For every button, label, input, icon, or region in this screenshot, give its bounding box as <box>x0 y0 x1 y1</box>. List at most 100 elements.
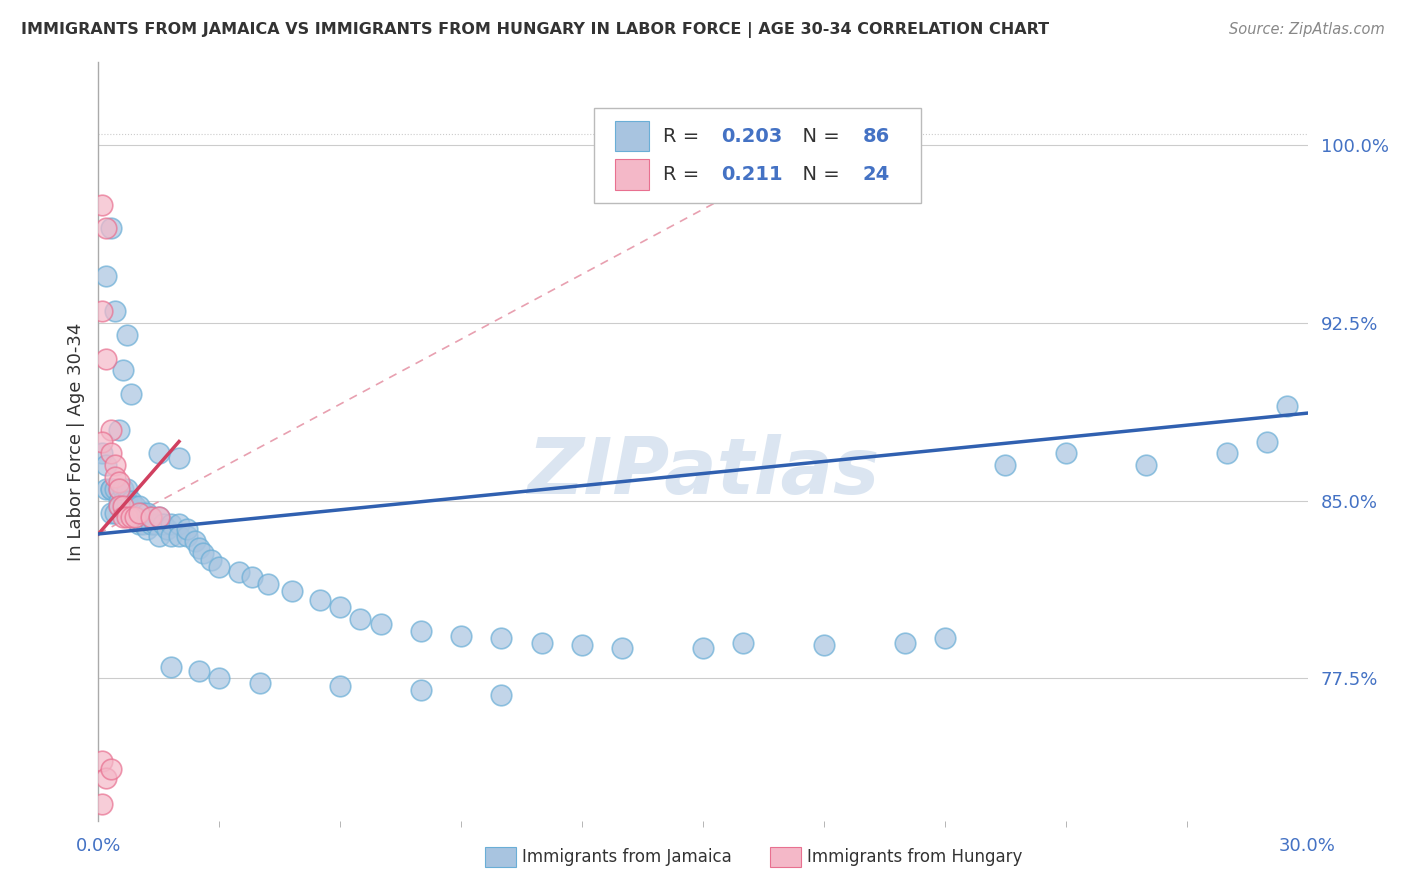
Point <box>491 631 513 645</box>
Point <box>100 762 122 776</box>
Point <box>188 665 211 679</box>
Point <box>100 221 122 235</box>
Point <box>135 522 157 536</box>
Point <box>160 517 183 532</box>
Text: N =: N = <box>790 165 846 184</box>
Point <box>349 612 371 626</box>
Y-axis label: In Labor Force | Age 30-34: In Labor Force | Age 30-34 <box>66 322 84 561</box>
Point <box>91 755 114 769</box>
Point <box>128 517 150 532</box>
Point <box>491 688 513 702</box>
Point <box>96 351 118 366</box>
Text: Immigrants from Jamaica: Immigrants from Jamaica <box>522 848 731 866</box>
Point <box>103 506 125 520</box>
Point <box>107 493 129 508</box>
Point <box>96 771 118 785</box>
Point <box>124 499 146 513</box>
Point <box>91 197 114 211</box>
Point <box>135 506 157 520</box>
Point <box>143 517 166 532</box>
Point <box>111 493 134 508</box>
Point <box>96 221 118 235</box>
Point <box>994 458 1017 473</box>
Point <box>107 482 129 496</box>
Text: R =: R = <box>664 127 706 145</box>
Point <box>208 672 231 686</box>
Point <box>160 529 183 543</box>
Point <box>120 387 142 401</box>
Point <box>148 510 170 524</box>
Point <box>249 676 271 690</box>
Point <box>100 446 122 460</box>
Text: 0.203: 0.203 <box>721 127 782 145</box>
Text: R =: R = <box>664 165 706 184</box>
Point <box>1054 446 1077 460</box>
Text: Source: ZipAtlas.com: Source: ZipAtlas.com <box>1229 22 1385 37</box>
Point <box>148 529 170 543</box>
Point <box>329 600 352 615</box>
Text: 86: 86 <box>863 127 890 145</box>
Point <box>1256 434 1278 449</box>
Point <box>91 304 114 318</box>
Point <box>91 434 114 449</box>
Point <box>184 534 207 549</box>
Point <box>91 797 114 811</box>
Point <box>329 679 352 693</box>
Point <box>893 636 915 650</box>
Point <box>96 268 118 283</box>
Point <box>96 482 118 496</box>
Point <box>176 522 198 536</box>
FancyBboxPatch shape <box>595 108 921 202</box>
Point <box>111 482 134 496</box>
Point <box>571 638 593 652</box>
Point <box>160 659 183 673</box>
Point <box>193 546 215 560</box>
Point <box>107 499 129 513</box>
Point <box>530 636 553 650</box>
Point <box>124 510 146 524</box>
Point <box>240 569 263 583</box>
Point <box>115 482 138 496</box>
FancyBboxPatch shape <box>614 121 648 152</box>
Point <box>107 423 129 437</box>
Point <box>128 499 150 513</box>
Point <box>124 510 146 524</box>
Point <box>111 510 134 524</box>
Point <box>1277 399 1299 413</box>
Text: N =: N = <box>790 127 846 145</box>
Point <box>139 517 162 532</box>
Point <box>128 506 150 520</box>
Text: IMMIGRANTS FROM JAMAICA VS IMMIGRANTS FROM HUNGARY IN LABOR FORCE | AGE 30-34 CO: IMMIGRANTS FROM JAMAICA VS IMMIGRANTS FR… <box>21 22 1049 38</box>
Point <box>103 458 125 473</box>
Point <box>309 593 332 607</box>
Text: ZIPatlas: ZIPatlas <box>527 434 879 510</box>
Point <box>103 470 125 484</box>
Point <box>813 638 835 652</box>
Point <box>1135 458 1157 473</box>
Text: Immigrants from Hungary: Immigrants from Hungary <box>807 848 1022 866</box>
Point <box>103 482 125 496</box>
Point <box>107 499 129 513</box>
Point <box>100 506 122 520</box>
Point <box>100 423 122 437</box>
Point <box>139 510 162 524</box>
Point <box>115 493 138 508</box>
Point <box>120 510 142 524</box>
Point <box>167 529 190 543</box>
Point <box>176 529 198 543</box>
Point <box>120 493 142 508</box>
Point <box>167 517 190 532</box>
Point <box>188 541 211 556</box>
Point <box>450 629 472 643</box>
Point <box>256 576 278 591</box>
Point <box>167 451 190 466</box>
Point <box>228 565 250 579</box>
Point <box>208 560 231 574</box>
Point <box>100 482 122 496</box>
Point <box>370 617 392 632</box>
Point <box>934 631 956 645</box>
Point <box>281 583 304 598</box>
Point <box>111 499 134 513</box>
Point <box>733 636 755 650</box>
Point <box>200 553 222 567</box>
